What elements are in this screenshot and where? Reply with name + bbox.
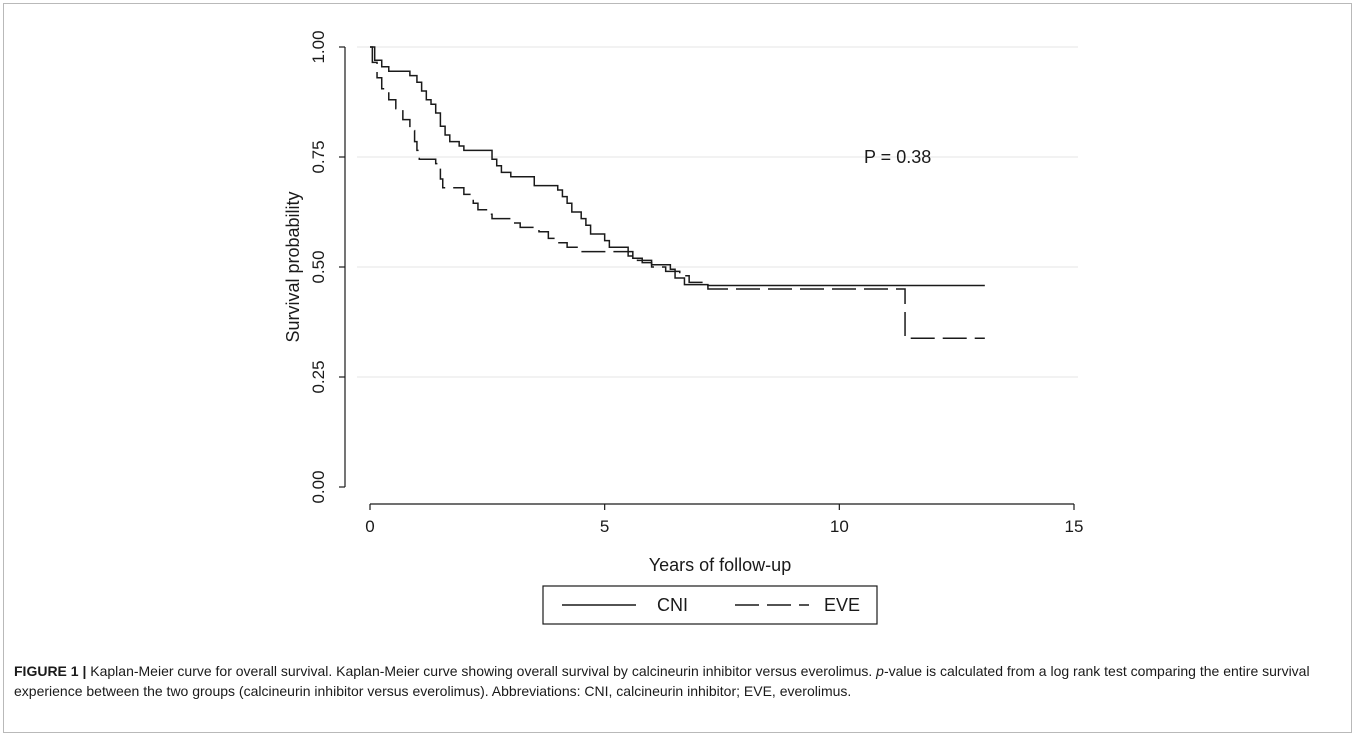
x-tick-label-1: 5 xyxy=(600,517,609,536)
legend-label-eve: EVE xyxy=(824,595,860,615)
p-value-annotation: P = 0.38 xyxy=(864,147,931,167)
y-tick-label-4: 1.00 xyxy=(309,30,328,63)
y-axis-title: Survival probability xyxy=(283,191,303,342)
y-tick-label-3: 0.75 xyxy=(309,140,328,173)
legend-label-cni: CNI xyxy=(657,595,688,615)
y-tick-label-0: 0.00 xyxy=(309,470,328,503)
figure-caption: FIGURE 1 | Kaplan-Meier curve for overal… xyxy=(14,661,1339,701)
x-tick-label-2: 10 xyxy=(830,517,849,536)
caption-text-1: Kaplan-Meier curve for overall survival.… xyxy=(86,663,877,679)
y-tick-label-2: 0.50 xyxy=(309,250,328,283)
x-axis-title: Years of follow-up xyxy=(649,555,791,575)
survival-curve-eve xyxy=(370,46,985,340)
kaplan-meier-chart: 0.00 0.25 0.50 0.75 1.00 0 5 10 15 Years of follo… xyxy=(283,30,1084,625)
x-tick-label-0: 0 xyxy=(365,517,374,536)
y-tick-label-1: 0.25 xyxy=(309,360,328,393)
caption-label: FIGURE 1 | xyxy=(14,663,87,679)
caption-italic-p: p xyxy=(876,663,884,679)
caption-text-2: -value is calculated from a log rank tes… xyxy=(14,663,1310,699)
survival-curve-cni xyxy=(370,46,985,287)
x-tick-label-3: 15 xyxy=(1065,517,1084,536)
